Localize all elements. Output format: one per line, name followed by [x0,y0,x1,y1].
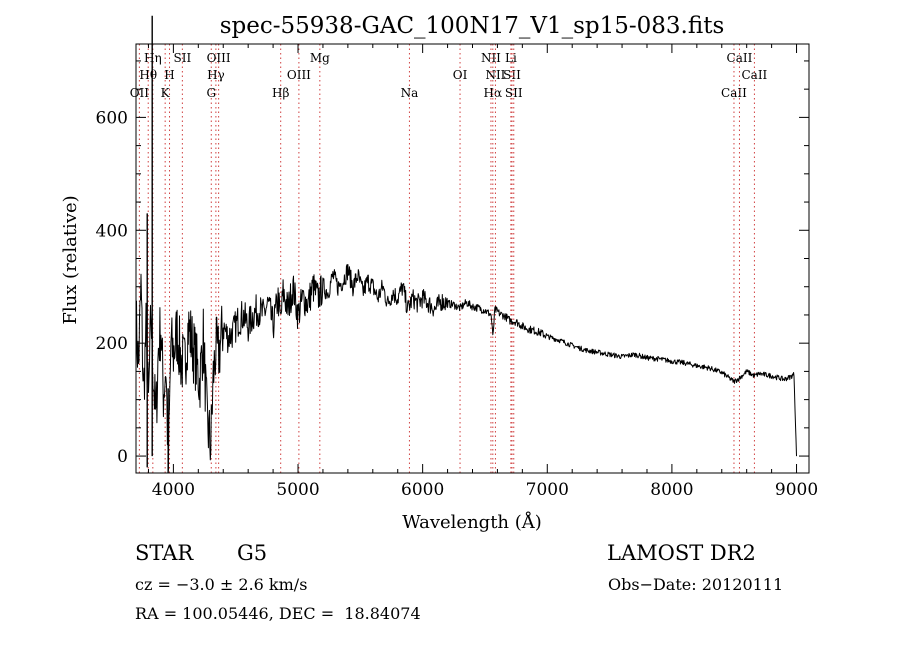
observation-date: Obs−Date: 20120111 [608,575,784,594]
line-label-9: Hβ [272,86,289,100]
x-tick-label-4: 8000 [650,480,693,500]
axis-ticks: 4000 5000 6000 7000 8000 9000 0 200 400 600 [96,44,818,500]
line-label-21: CaII [727,51,753,65]
chart-title: spec-55938-GAC_100N17_V1_sp15-083.fits [220,13,725,39]
survey-name: LAMOST DR2 [607,541,756,565]
x-tick-label-3: 7000 [526,480,569,500]
line-label-10: OIII [287,68,311,82]
y-tick-label-2: 400 [96,221,128,241]
line-label-6: G [206,86,216,100]
x-tick-label-5: 9000 [775,480,818,500]
line-label-17: Li [505,51,517,65]
line-label-7: Hγ [207,68,225,82]
x-tick-label-1: 5000 [276,480,319,500]
line-label-3: K [161,86,171,100]
line-label-14: NII [481,51,501,65]
x-tick-label-2: 6000 [401,480,444,500]
plot-frame [135,43,810,474]
line-label-18: SII [503,68,521,82]
line-label-15: Hα [484,86,503,100]
line-label-8: OIII [207,51,231,65]
line-label-13: OI [453,68,468,82]
x-tick-label-0: 4000 [152,480,195,500]
object-class: STAR [135,541,194,565]
spectrum-line [135,264,797,471]
spectral-line-markers: OIIHθHηKHSIIGHγOIIIHβOIIIMgNaOINIIHαNIIL… [130,44,768,473]
y-axis-label: Flux (relative) [60,195,81,324]
line-label-16: NII [485,68,505,82]
coordinates: RA = 100.05446, DEC = 18.84074 [135,604,421,623]
line-label-0: OII [130,86,150,100]
line-label-12: Na [401,86,419,100]
line-label-4: H [164,68,174,82]
line-label-1: Hθ [139,68,157,82]
object-subclass: G5 [237,541,268,565]
y-tick-label-3: 600 [96,108,128,128]
line-label-20: CaII [721,86,747,100]
y-tick-label-1: 200 [96,334,128,354]
spectrum-series [135,15,797,473]
line-label-11: Mg [310,51,330,65]
x-axis-label: Wavelength (Å) [402,511,542,533]
y-tick-label-0: 0 [117,447,128,467]
line-label-19: SII [505,86,523,100]
line-label-22: CaII [741,68,767,82]
line-label-5: SII [174,51,192,65]
redshift-value: cz = −3.0 ± 2.6 km/s [135,575,308,594]
